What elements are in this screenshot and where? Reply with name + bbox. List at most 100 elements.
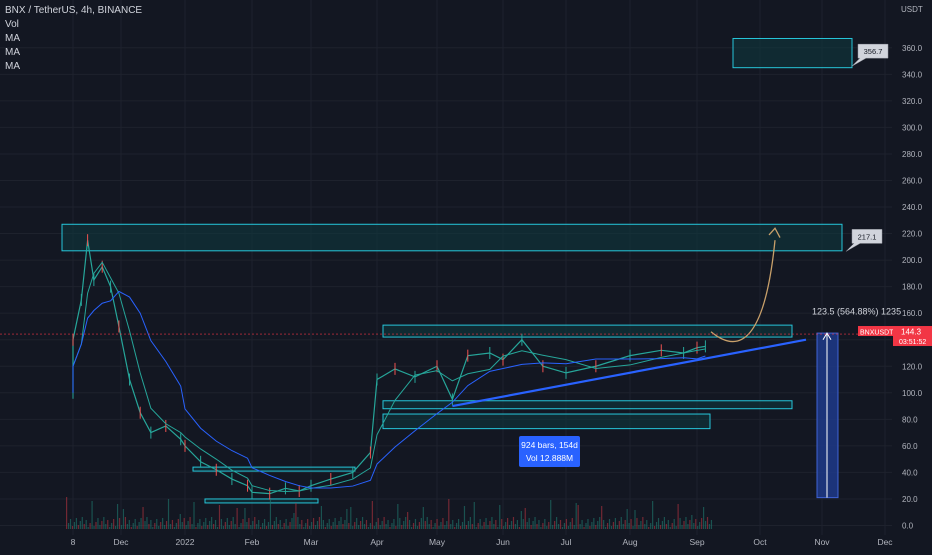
volume-bar: [540, 527, 542, 529]
symbol-title[interactable]: BNX / TetherUS, 4h, BINANCE: [5, 5, 143, 16]
volume-bar: [438, 526, 440, 529]
volume-bar: [655, 522, 658, 529]
volume-bar: [83, 524, 85, 529]
volume-bar: [150, 520, 152, 529]
volume-bar: [66, 497, 68, 529]
volume-bar: [571, 518, 573, 529]
volume-bar: [603, 520, 605, 529]
volume-bar: [477, 523, 479, 529]
volume-bar: [461, 522, 464, 529]
volume-bar: [236, 508, 238, 529]
volume-bar: [285, 519, 287, 529]
volume-bar: [297, 517, 299, 529]
volume-bar: [683, 521, 685, 529]
volume-bar: [524, 508, 526, 529]
indicator-ma-1[interactable]: MA: [5, 33, 20, 44]
volume-bar: [689, 520, 691, 529]
volume-bar: [579, 524, 581, 529]
volume-bar: [483, 522, 485, 529]
volume-bar: [73, 522, 76, 529]
volume-bar: [158, 526, 160, 529]
volume-bar: [136, 526, 138, 529]
volume-bar: [118, 518, 121, 529]
volume-bar: [171, 520, 174, 529]
volume-bar: [495, 520, 497, 529]
volume-bar: [471, 524, 473, 529]
volume-bar: [126, 524, 128, 529]
x-tick-label: 8: [71, 537, 76, 547]
volume-bar: [410, 527, 413, 529]
volume-bar: [191, 524, 193, 529]
volume-bar: [265, 526, 268, 529]
volume-bar: [618, 521, 620, 529]
volume-bar: [565, 519, 567, 529]
support-zone-mid: [382, 400, 793, 410]
volume-bar: [248, 518, 250, 529]
volume-bar: [442, 518, 444, 529]
volume-bar: [434, 523, 436, 529]
volume-bar: [601, 506, 603, 529]
volume-bar: [330, 526, 332, 529]
chart-legend: BNX / TetherUS, 4h, BINANCE Vol MA MA MA: [5, 4, 142, 74]
volume-bar: [595, 525, 597, 529]
volume-bar: [663, 517, 665, 529]
callout-mid-bubble: [845, 229, 883, 252]
volume-bar: [393, 519, 395, 529]
volume-bar: [444, 525, 446, 529]
volume-bar: [704, 521, 707, 529]
volume-bar: [201, 526, 203, 529]
volume-bar: [154, 523, 156, 529]
volume-bar: [491, 517, 493, 529]
projection-arrow: [710, 240, 776, 343]
volume-bar: [226, 518, 228, 529]
volume-bar: [583, 527, 585, 529]
volume-bar: [516, 520, 518, 529]
volume-bar: [177, 519, 179, 529]
indicator-vol[interactable]: Vol: [5, 19, 19, 30]
volume-bar: [281, 527, 283, 529]
volume-bar: [497, 527, 499, 529]
volume-bar: [148, 524, 150, 529]
volume-bar: [657, 518, 660, 529]
volume-bar: [234, 524, 236, 529]
volume-bar: [556, 517, 558, 529]
volume-bar: [273, 521, 275, 529]
volume-bar: [140, 518, 142, 529]
volume-bar: [458, 519, 460, 529]
volume-bar: [213, 524, 215, 529]
callout-top-bubble: [851, 43, 889, 67]
volume-bar: [216, 527, 219, 529]
indicator-ma-3[interactable]: MA: [5, 61, 20, 72]
volume-bar: [699, 522, 701, 529]
volume-bar: [385, 524, 387, 529]
volume-bar: [634, 510, 636, 529]
volume-bar: [256, 524, 258, 529]
volume-bar: [67, 523, 70, 529]
volume-bar: [122, 509, 125, 529]
volume-bar: [71, 526, 74, 529]
volume-bar: [167, 499, 170, 529]
volume-bar: [183, 518, 185, 529]
indicator-ma-2[interactable]: MA: [5, 47, 20, 58]
volume-bar: [503, 526, 505, 529]
volume-bar: [465, 525, 468, 529]
volume-bar: [530, 525, 532, 529]
volume-bar: [258, 520, 260, 529]
volume-bar: [107, 520, 109, 529]
volume-bar: [224, 522, 226, 529]
volume-bar: [563, 523, 566, 529]
volume-bar: [605, 527, 607, 529]
volume-bar: [240, 523, 242, 529]
volume-bar: [358, 525, 360, 529]
volume-bar: [548, 522, 550, 529]
y-tick-label: 300.0: [902, 123, 923, 132]
volume-bar: [667, 520, 669, 529]
x-tick-label: Jul: [561, 537, 572, 547]
volume-bar: [544, 519, 546, 529]
volume-bar: [365, 520, 368, 529]
volume-bar: [399, 518, 401, 529]
x-tick-label: 2022: [176, 537, 195, 547]
volume-bar: [373, 526, 375, 529]
